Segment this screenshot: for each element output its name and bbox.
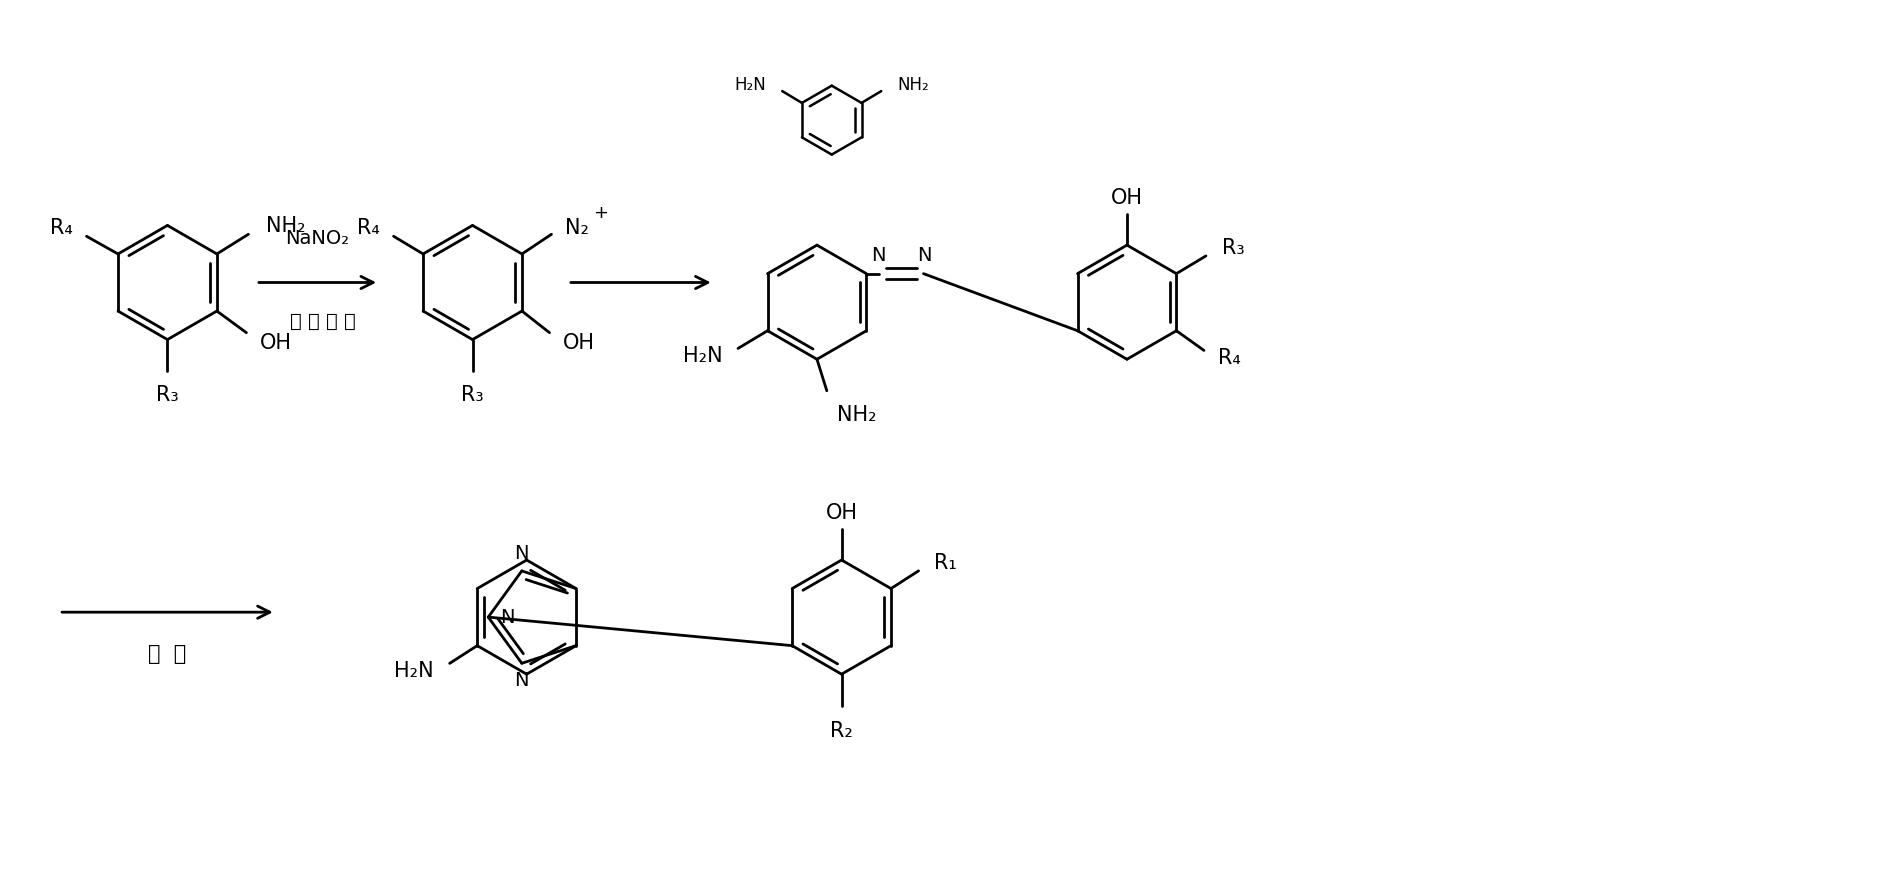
Text: N: N <box>871 247 885 265</box>
Text: R₄: R₄ <box>51 219 73 238</box>
Text: N: N <box>500 607 515 626</box>
Text: N: N <box>515 543 530 563</box>
Text: NH₂: NH₂ <box>267 216 306 236</box>
Text: R₂: R₂ <box>830 721 853 741</box>
Text: N: N <box>515 671 530 690</box>
Text: OH: OH <box>563 332 595 353</box>
Text: +: + <box>593 204 608 221</box>
Text: R₃: R₃ <box>462 385 485 405</box>
Text: R₃: R₃ <box>1223 238 1245 258</box>
Text: H₂N: H₂N <box>734 76 766 94</box>
Text: R₄: R₄ <box>1217 348 1241 368</box>
Text: R₃: R₃ <box>156 385 178 405</box>
Text: R₄: R₄ <box>357 219 379 238</box>
Text: NH₂: NH₂ <box>838 404 877 424</box>
Text: 酸 性 介 质: 酸 性 介 质 <box>289 312 355 332</box>
Text: N₂: N₂ <box>565 219 590 238</box>
Text: H₂N: H₂N <box>682 346 723 367</box>
Text: H₂N: H₂N <box>394 662 434 682</box>
Text: OH: OH <box>1112 188 1144 208</box>
Text: R₁: R₁ <box>935 553 958 573</box>
Text: 闭  环: 闭 环 <box>148 643 186 663</box>
Text: NaNO₂: NaNO₂ <box>285 228 349 248</box>
Text: N: N <box>916 247 931 265</box>
Text: NH₂: NH₂ <box>898 76 930 94</box>
Text: OH: OH <box>826 503 858 522</box>
Text: OH: OH <box>261 332 293 353</box>
